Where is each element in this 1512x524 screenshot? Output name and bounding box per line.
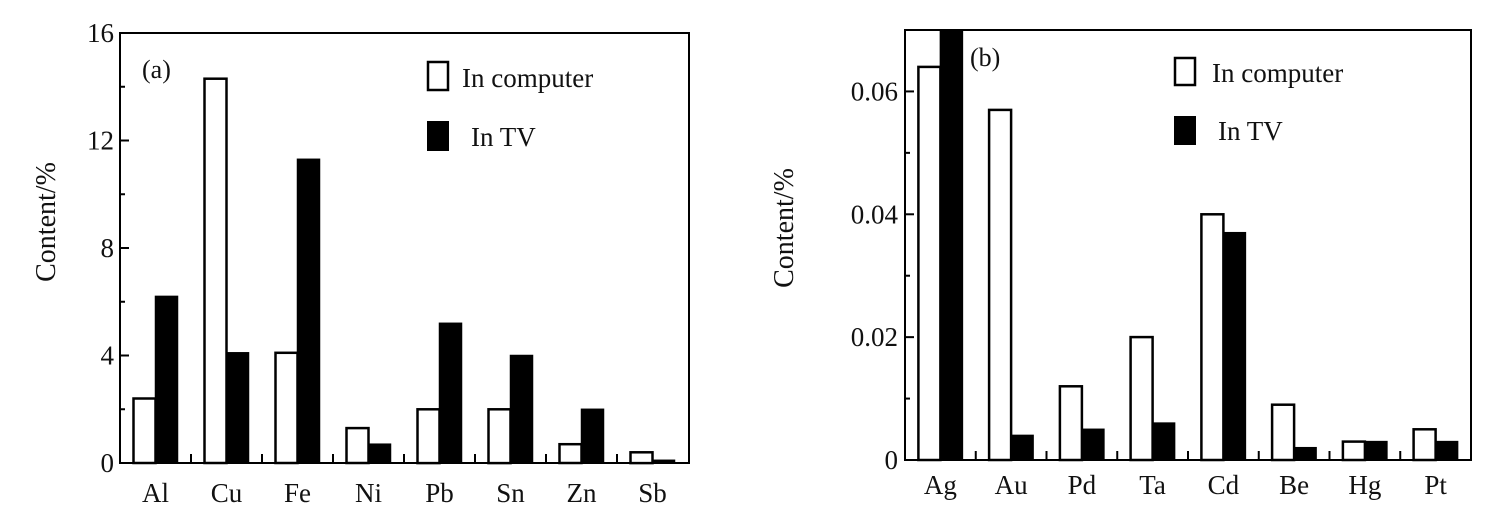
y-tick-label: 8 xyxy=(101,233,115,263)
legend-swatch-in-tv-a xyxy=(427,121,449,151)
x-categories-a: Al Cu Fe Ni Pb Sn Zn Sb xyxy=(142,454,667,508)
x-category-label: Pd xyxy=(1068,470,1097,500)
bar-zn-in-tv xyxy=(580,408,605,464)
y-ticks-b: 0 0.02 0.04 0.06 xyxy=(851,76,914,475)
bar-sn-in-computer xyxy=(487,408,512,465)
bar-al-in-tv xyxy=(154,295,179,464)
legend-label-in-computer-b: In computer xyxy=(1212,58,1343,88)
x-category-label: Au xyxy=(995,470,1028,500)
legend-swatch-in-tv-b xyxy=(1174,116,1196,145)
bar-fe-in-tv xyxy=(296,158,321,464)
y-axis-title-b: Content/% xyxy=(769,168,800,288)
x-category-label: Al xyxy=(142,478,169,508)
x-category-label: Ag xyxy=(924,470,957,500)
legend-swatch-in-computer-a xyxy=(426,60,450,92)
x-category-label: Cd xyxy=(1208,470,1240,500)
bar-sn-in-tv xyxy=(509,354,534,464)
bar-pt-in-tv xyxy=(1434,440,1459,461)
y-tick-label: 0.06 xyxy=(851,76,898,106)
bar-al-in-computer xyxy=(132,397,157,465)
y-tick-label: 0.04 xyxy=(851,199,899,229)
legend-label-in-computer-a: In computer xyxy=(462,63,593,93)
x-category-label: Cu xyxy=(211,478,243,508)
bar-au-in-tv xyxy=(1010,434,1034,461)
bar-pd-in-tv xyxy=(1081,428,1105,461)
bar-pb-in-tv xyxy=(438,322,463,464)
bar-au-in-computer xyxy=(987,108,1013,462)
bar-cd-in-tv xyxy=(1222,231,1247,461)
bar-ta-in-computer xyxy=(1129,335,1154,462)
chart-panel-a: 0 4 8 12 16 Al Cu Fe Ni Pb Sn Zn Sb Content/% (a) I… xyxy=(31,18,690,508)
y-ticks-a: 0 4 8 12 16 xyxy=(87,18,129,478)
bar-ni-in-tv xyxy=(367,443,392,464)
y-tick-label: 4 xyxy=(101,341,115,371)
y-tick-label: 0 xyxy=(101,448,115,478)
legend-label-in-tv-b: In TV xyxy=(1218,116,1283,146)
y-tick-label: 16 xyxy=(87,18,114,48)
legend-label-in-tv-a: In TV xyxy=(471,122,536,152)
legend-swatch-in-computer-b xyxy=(1173,56,1197,87)
y-tick-label: 0 xyxy=(885,445,899,475)
x-category-label: Pb xyxy=(425,478,454,508)
bar-pb-in-computer xyxy=(416,408,441,465)
bar-zn-in-computer xyxy=(558,442,583,465)
bar-pd-in-computer xyxy=(1058,385,1084,462)
panel-label-a: (a) xyxy=(142,55,171,84)
x-category-label: Be xyxy=(1279,470,1309,500)
x-category-label: Sn xyxy=(496,478,525,508)
y-tick-label: 12 xyxy=(87,126,114,156)
bar-ta-in-tv xyxy=(1151,422,1176,461)
bar-hg-in-computer xyxy=(1341,440,1367,462)
panel-label-b: (b) xyxy=(970,43,1000,72)
legend-b: In computer In TV xyxy=(1173,56,1343,146)
bar-be-in-tv xyxy=(1293,446,1317,461)
bar-fe-in-computer xyxy=(274,351,299,465)
y-axis-title-a: Content/% xyxy=(31,162,62,282)
x-category-label: Hg xyxy=(1348,470,1381,500)
bar-sb-in-computer xyxy=(629,451,654,465)
x-category-label: Pt xyxy=(1424,470,1447,500)
y-tick-label: 0.02 xyxy=(851,322,898,352)
bar-ni-in-computer xyxy=(345,426,370,465)
chart-panel-b: 0 0.02 0.04 0.06 Ag Au Pd Ta Cd Be Hg Pt Content/%… xyxy=(769,29,1472,500)
bar-pt-in-computer xyxy=(1412,428,1437,462)
bar-be-in-computer xyxy=(1270,403,1296,462)
x-categories-b: Ag Au Pd Ta Cd Be Hg Pt xyxy=(924,451,1447,500)
bar-ag-in-tv xyxy=(939,29,964,461)
bars-a xyxy=(132,77,676,465)
x-category-label: Ni xyxy=(355,478,382,508)
x-category-label: Sb xyxy=(638,478,667,508)
bar-sb-in-tv xyxy=(651,459,676,464)
x-category-label: Zn xyxy=(567,478,597,508)
bar-hg-in-tv xyxy=(1364,440,1388,461)
bar-cu-in-computer xyxy=(203,77,228,465)
bars-b xyxy=(917,29,1459,462)
legend-a: In computer In TV xyxy=(426,60,593,152)
x-category-label: Fe xyxy=(284,478,311,508)
x-category-label: Ta xyxy=(1139,470,1166,500)
bar-ag-in-computer xyxy=(917,65,942,462)
bar-cu-in-tv xyxy=(225,352,250,464)
bar-cd-in-computer xyxy=(1200,213,1225,462)
